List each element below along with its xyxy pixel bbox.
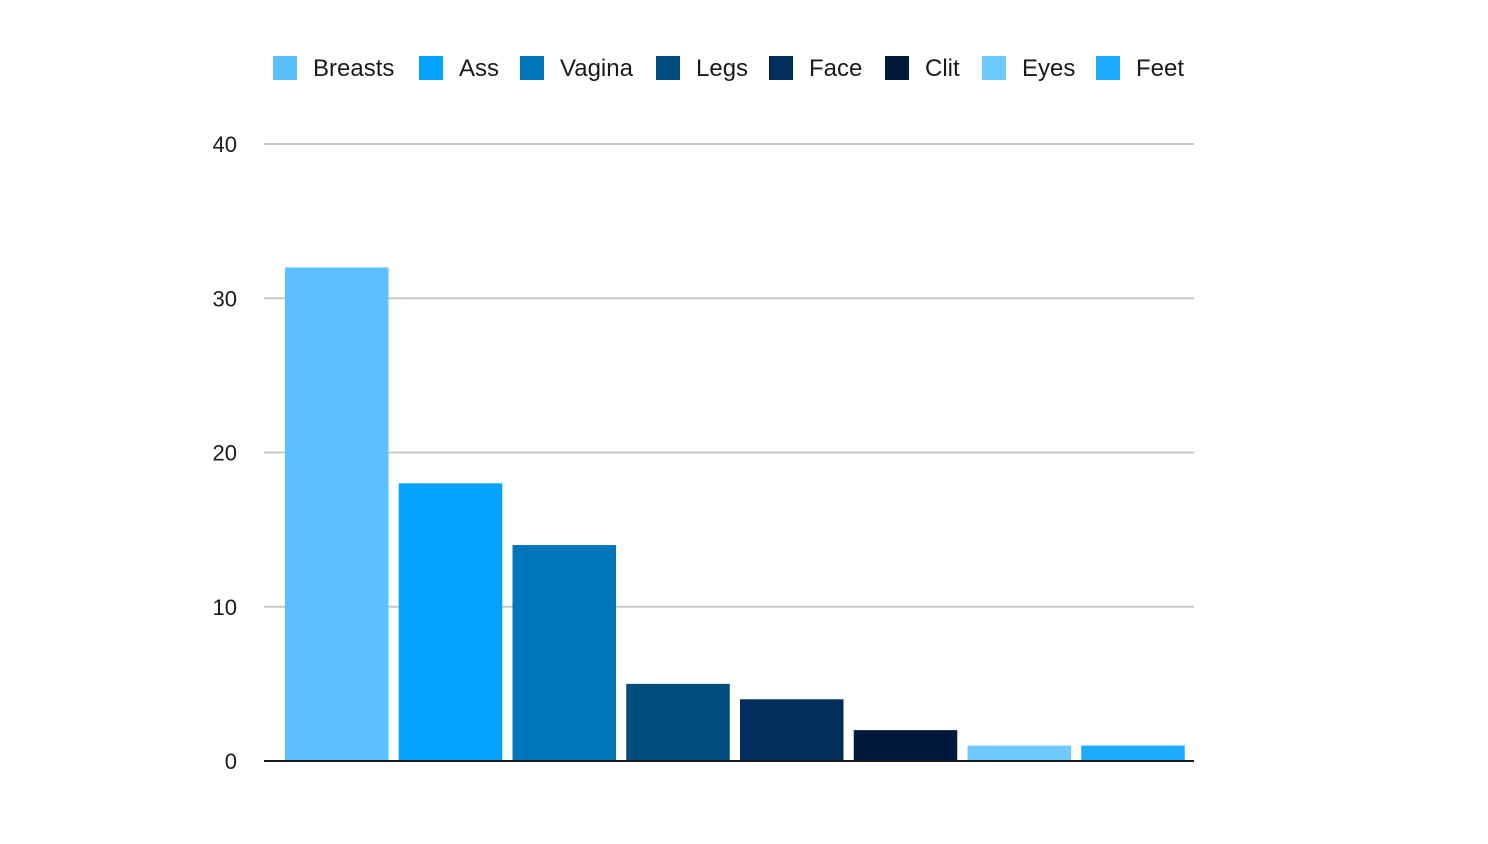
- legend-item-eyes: Eyes: [982, 55, 1075, 82]
- chart-gridlines: [264, 143, 1194, 608]
- legend-item-face: Face: [769, 55, 862, 82]
- chart-bars: [285, 267, 1185, 761]
- legend-item-ass: Ass: [419, 55, 499, 82]
- bar-breasts: [285, 267, 389, 761]
- legend-label: Eyes: [1022, 55, 1075, 82]
- y-axis: 0 10 20 30 40: [213, 132, 237, 774]
- legend-swatch: [885, 56, 909, 80]
- bar-ass: [398, 483, 503, 761]
- legend-item-vagina: Vagina: [520, 55, 634, 82]
- legend-item-breasts: Breasts: [273, 55, 394, 82]
- legend-swatch: [656, 56, 680, 80]
- y-tick-label: 40: [213, 132, 237, 157]
- legend-label: Ass: [459, 55, 499, 82]
- legend-swatch: [520, 56, 544, 80]
- bar-feet: [1081, 745, 1185, 761]
- legend-label: Vagina: [560, 55, 634, 82]
- y-tick-label: 10: [213, 595, 237, 620]
- legend-label: Feet: [1136, 55, 1184, 82]
- legend-label: Face: [809, 55, 862, 82]
- chart-legend: Breasts Ass Vagina Legs Face Clit Eyes Feet: [273, 55, 1184, 82]
- legend-label: Breasts: [313, 55, 394, 82]
- legend-label: Clit: [925, 55, 960, 82]
- bar-face: [740, 699, 844, 761]
- bar-vagina: [512, 545, 617, 761]
- legend-swatch: [1096, 56, 1120, 80]
- legend-swatch: [982, 56, 1006, 80]
- bar-eyes: [967, 745, 1072, 761]
- bar-clit: [853, 730, 958, 761]
- legend-item-legs: Legs: [656, 55, 748, 82]
- y-tick-label: 30: [213, 286, 237, 311]
- y-tick-label: 20: [213, 441, 237, 466]
- legend-swatch: [273, 56, 297, 80]
- y-tick-label: 0: [225, 749, 237, 774]
- bar-legs: [626, 683, 730, 761]
- legend-item-clit: Clit: [885, 55, 960, 82]
- legend-swatch: [769, 56, 793, 80]
- legend-swatch: [419, 56, 443, 80]
- legend-label: Legs: [696, 55, 748, 82]
- legend-item-feet: Feet: [1096, 55, 1184, 82]
